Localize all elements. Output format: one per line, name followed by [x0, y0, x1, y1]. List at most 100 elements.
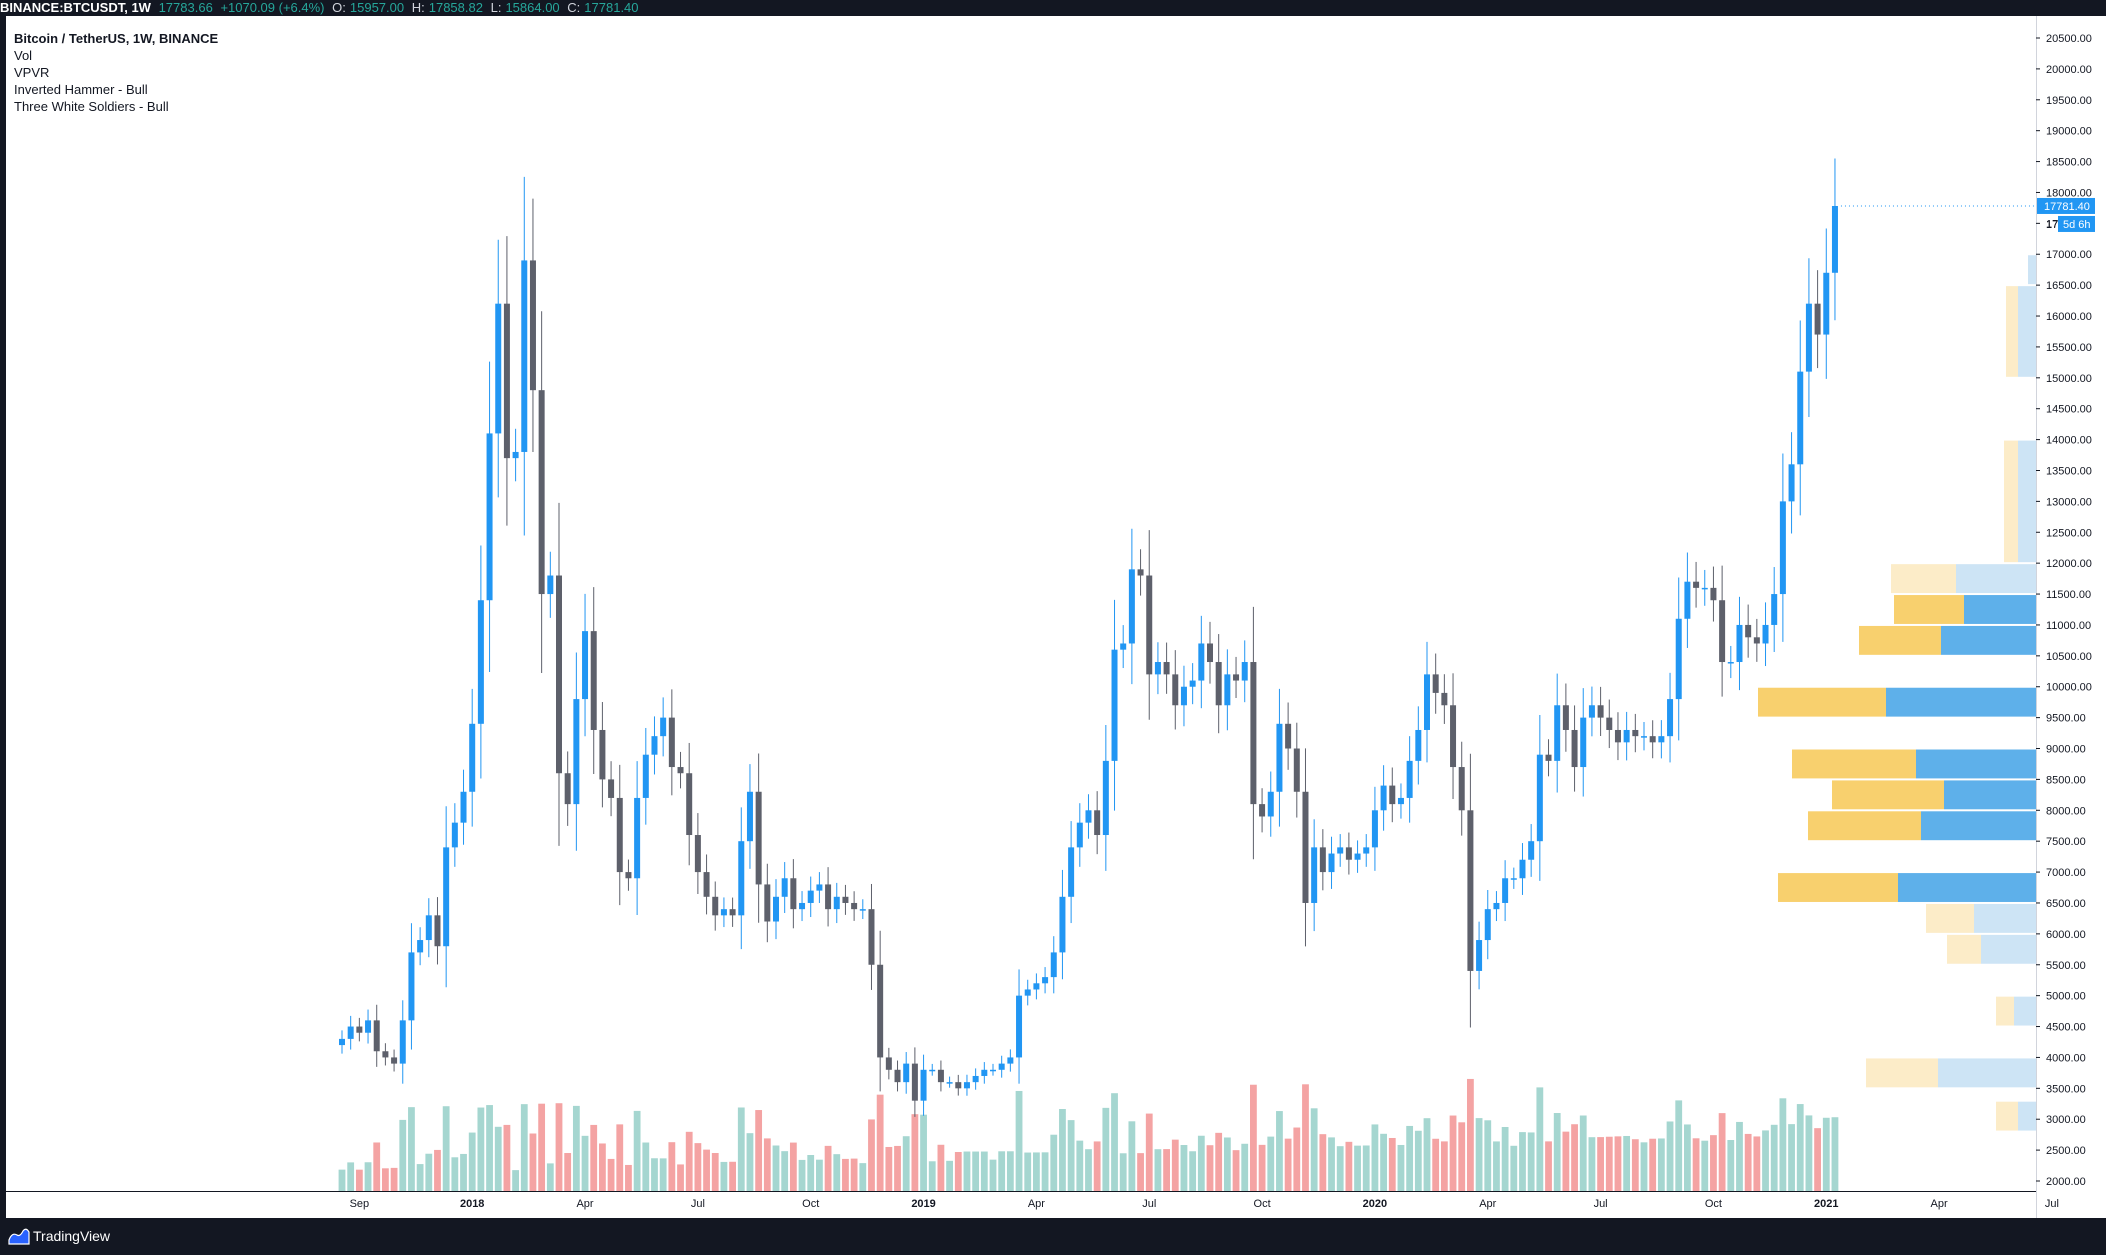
candle-body [1250, 662, 1257, 805]
symbol-label[interactable]: BINANCE:BTCUSDT, 1W [0, 0, 151, 15]
vpvr-bar-down [1866, 1058, 1938, 1088]
candle-body [1267, 791, 1274, 817]
volume-bar [755, 1110, 763, 1191]
volume-bar [1067, 1120, 1075, 1191]
legend-inverted-hammer[interactable]: Inverted Hammer - Bull [14, 82, 148, 97]
price-chart[interactable]: 20500.00 20000.00 19500.00 19000.00 18500.00… [6, 16, 2106, 1218]
candle-layer [339, 158, 1838, 1117]
candle-body [1693, 581, 1700, 588]
price-tick-label: 11500.00 [2046, 589, 2091, 601]
tradingview-brand[interactable]: TradingView [33, 1228, 111, 1244]
price-tick-label: 15500.00 [2046, 342, 2092, 354]
volume-bar [1293, 1127, 1301, 1191]
candle-body [799, 902, 806, 910]
price-tick-label: 7000.00 [2046, 867, 2086, 879]
volume-bar [1033, 1152, 1040, 1191]
volume-bar [1805, 1115, 1813, 1191]
volume-bar [1388, 1137, 1396, 1191]
volume-bar [382, 1168, 389, 1191]
volume-bar [1232, 1150, 1240, 1191]
candle-body [1085, 810, 1092, 823]
candle-body [877, 964, 884, 1058]
volume-bar [1302, 1084, 1309, 1191]
vpvr-bar-up [1964, 595, 2036, 624]
candle-body [391, 1057, 398, 1064]
volume-bar [512, 1170, 519, 1191]
legend-volume[interactable]: Vol [14, 48, 33, 63]
volume-bar [1310, 1108, 1318, 1191]
candle-body [608, 779, 615, 798]
vpvr-bar-down [1758, 687, 1886, 717]
volume-bar [1336, 1146, 1344, 1191]
volume-bar [659, 1158, 667, 1191]
volume-bar [972, 1151, 980, 1191]
volume-bar [746, 1133, 754, 1191]
candle-body [1154, 662, 1161, 675]
vpvr-bar-down [1832, 780, 1944, 810]
current-price-tag [2037, 197, 2095, 214]
candle-body [1658, 736, 1665, 743]
candle-body [1580, 717, 1587, 768]
volume-bar [1015, 1090, 1023, 1191]
volume-bar [998, 1151, 1006, 1191]
vpvr-bar-down [1808, 811, 1921, 841]
legend-vpvr[interactable]: VPVR [14, 65, 50, 80]
tradingview-logo-icon[interactable] [8, 1226, 30, 1246]
volume-bar [1050, 1134, 1058, 1191]
candle-body [1467, 810, 1474, 971]
candle-body [634, 797, 641, 879]
candle-body [399, 1020, 406, 1064]
candle-body [1510, 878, 1517, 880]
candle-body [460, 791, 467, 823]
candle-body [894, 1069, 901, 1083]
volume-bar [651, 1158, 658, 1191]
vpvr-bar-down [1926, 903, 1974, 933]
low-value: 15864.00 [505, 0, 560, 15]
volume-bar [1354, 1145, 1361, 1191]
vpvr-bar-up [1974, 903, 2036, 933]
candle-body [1293, 748, 1300, 792]
candle-body [790, 878, 797, 910]
candle-body [1771, 594, 1778, 625]
vpvr-bar-up [1938, 1058, 2036, 1088]
candle-body [1180, 686, 1187, 706]
legend-symbol[interactable]: Bitcoin / TetherUS, 1W, BINANCE [14, 31, 219, 46]
price-tick-label: 10500.00 [2046, 651, 2092, 663]
candle-body [417, 940, 424, 953]
vpvr-bar-up [2018, 440, 2036, 563]
candle-body [1285, 723, 1292, 749]
candle-body [1571, 729, 1578, 768]
legend-three-white-soldiers[interactable]: Three White Soldiers - Bull [14, 99, 169, 114]
volume-bar [1484, 1120, 1492, 1191]
candle-body [443, 847, 450, 947]
candle-body [1519, 859, 1526, 879]
vpvr-bar-down [1947, 934, 1981, 964]
volume-bar [894, 1145, 901, 1191]
candle-body [1016, 995, 1023, 1058]
time-tick-label: Jul [1142, 1198, 1156, 1210]
candle-body [1719, 600, 1726, 663]
candle-body [937, 1069, 944, 1083]
candle-body [1476, 940, 1483, 971]
candle-body [642, 754, 649, 798]
price-tick-label: 20500.00 [2046, 33, 2092, 45]
volume-bar [1562, 1131, 1570, 1191]
axis-layer: 20500.00 20000.00 19500.00 19000.00 18500.00… [6, 16, 2095, 1218]
close-value: 17781.40 [584, 0, 639, 15]
volume-bar [434, 1149, 441, 1191]
volume-bar [1093, 1141, 1101, 1191]
candle-body [946, 1082, 953, 1084]
candle-body [755, 791, 762, 885]
volume-bar [1692, 1138, 1700, 1191]
volume-bar [1380, 1133, 1387, 1191]
volume-bar [494, 1126, 502, 1191]
volume-bar [572, 1105, 580, 1191]
volume-bar [1536, 1087, 1544, 1191]
volume-bar [720, 1161, 728, 1191]
volume-layer [338, 1078, 1839, 1191]
volume-bar [1718, 1113, 1726, 1191]
volume-bar [1493, 1141, 1500, 1191]
candle-body [1623, 729, 1630, 743]
candle-body [929, 1069, 936, 1072]
candle-body [1441, 692, 1448, 706]
